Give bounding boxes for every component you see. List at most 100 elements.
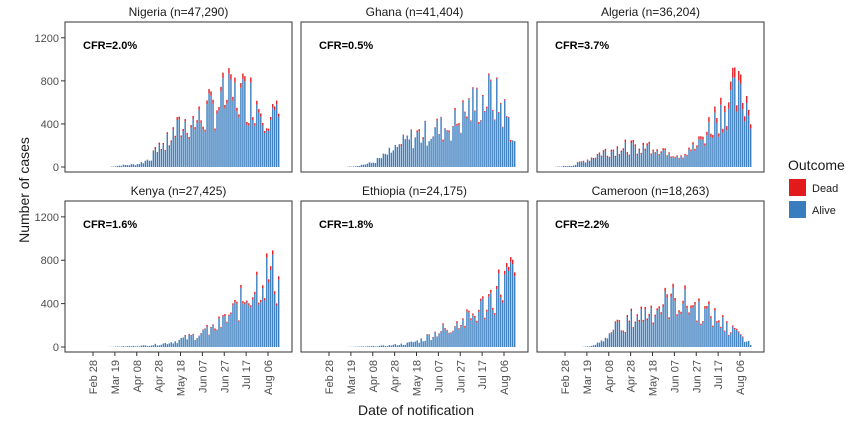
bar-dead [500,102,502,104]
bar-dead [226,321,228,323]
bar-dead [682,157,684,159]
bar-dead [746,96,748,104]
bar-alive [162,343,164,347]
bar-dead [452,330,454,332]
bar-alive [628,155,631,167]
bar-dead [686,154,688,157]
bar-dead [488,73,490,75]
bar-dead [464,111,466,113]
bar-alive [196,338,198,347]
bar-alive [428,141,430,167]
bar-alive [474,317,476,347]
bar-alive [706,135,708,167]
bar-alive [204,131,206,167]
bar-dead [700,323,702,326]
bar-alive [508,117,510,167]
bar-alive [480,120,482,167]
bar-alive [708,304,710,347]
bar-dead [672,283,674,288]
facet-panels: Nigeria (n=47,290) CFR=2.0% 04008001200 … [35,5,765,396]
panel-kenya: Kenya (n=27,425) CFR=1.6% 0 400 800 1200 Feb… [35,184,293,396]
bar-dead [258,109,260,113]
y-tick-label: 400 [41,119,59,131]
bar-alive [378,345,381,347]
bar-dead [438,333,440,335]
bar-dead [650,153,652,155]
bar-dead [480,298,482,302]
bar-alive [354,166,357,167]
bar-alive [588,161,591,167]
y-tick-label: 1200 [35,33,59,45]
panel-frame [536,200,765,353]
bar-alive [730,333,732,347]
bar-dead [462,318,464,320]
bar-dead [622,148,625,151]
bar-dead [612,149,615,152]
bar-alive [380,345,383,347]
bar-alive [442,324,444,347]
bar-alive [232,100,234,167]
bar-alive [418,131,420,167]
bar-alive [676,316,678,347]
bar-dead [616,146,619,149]
bar-dead [676,155,678,157]
bar-dead [154,147,157,150]
bar-dead [716,321,718,323]
bar-dead [478,309,480,312]
bar-dead [628,320,631,323]
bar-dead [658,306,660,309]
bar-dead [490,79,492,81]
bar-dead [204,328,206,330]
bar-dead [400,144,402,147]
bar-alive [614,323,617,347]
bar-alive [436,120,438,167]
bar-dead [664,287,666,292]
panel-title: Ghana (n=41,404) [366,5,464,19]
bar-alive [502,127,504,167]
bar-alive [128,346,131,347]
bar-dead [212,99,214,104]
x-tick-label: Apr 28 [154,360,166,392]
panel-title: Algeria (n=36,204) [601,5,700,19]
bar-dead [254,291,256,295]
panel-algeria: Algeria (n=36,204) CFR=3.7% [536,5,765,173]
bar-alive [496,78,498,167]
bar-alive [252,119,254,167]
bar-dead [634,321,636,324]
bar-alive [448,132,450,167]
bar-alive [182,131,184,167]
bar-dead [234,300,236,303]
bar-alive [196,122,198,167]
bar-dead [484,111,486,112]
bar-dead [496,77,498,79]
bar-alive [180,137,182,167]
bar-dead [674,156,676,158]
bar-alive [744,121,746,167]
bar-alive [714,112,716,167]
bar-alive [582,161,585,167]
bar-dead [444,327,446,329]
bar-dead [486,309,488,312]
bar-alive [256,104,258,167]
bar-dead [724,105,726,112]
bar-alive [652,151,654,167]
bar-alive [586,346,589,347]
panel-title: Ethiopia (n=24,175) [362,184,467,198]
bar-dead [250,77,252,83]
bar-dead [212,324,214,326]
x-tick-label: Jun 27 [455,360,467,393]
bar-dead [502,300,504,303]
bar-alive [426,334,428,347]
bar-alive [696,147,698,167]
bar-alive [186,134,188,167]
x-tick-label: Feb 28 [560,360,572,394]
bar-alive [750,128,752,167]
bar-dead [466,116,468,119]
bar-alive [714,310,716,347]
bar-alive [214,330,216,347]
bar-dead [640,306,642,310]
bar-dead [224,104,226,109]
bar-alive [266,257,268,347]
bar-alive [274,109,276,167]
bar-alive [210,327,212,347]
